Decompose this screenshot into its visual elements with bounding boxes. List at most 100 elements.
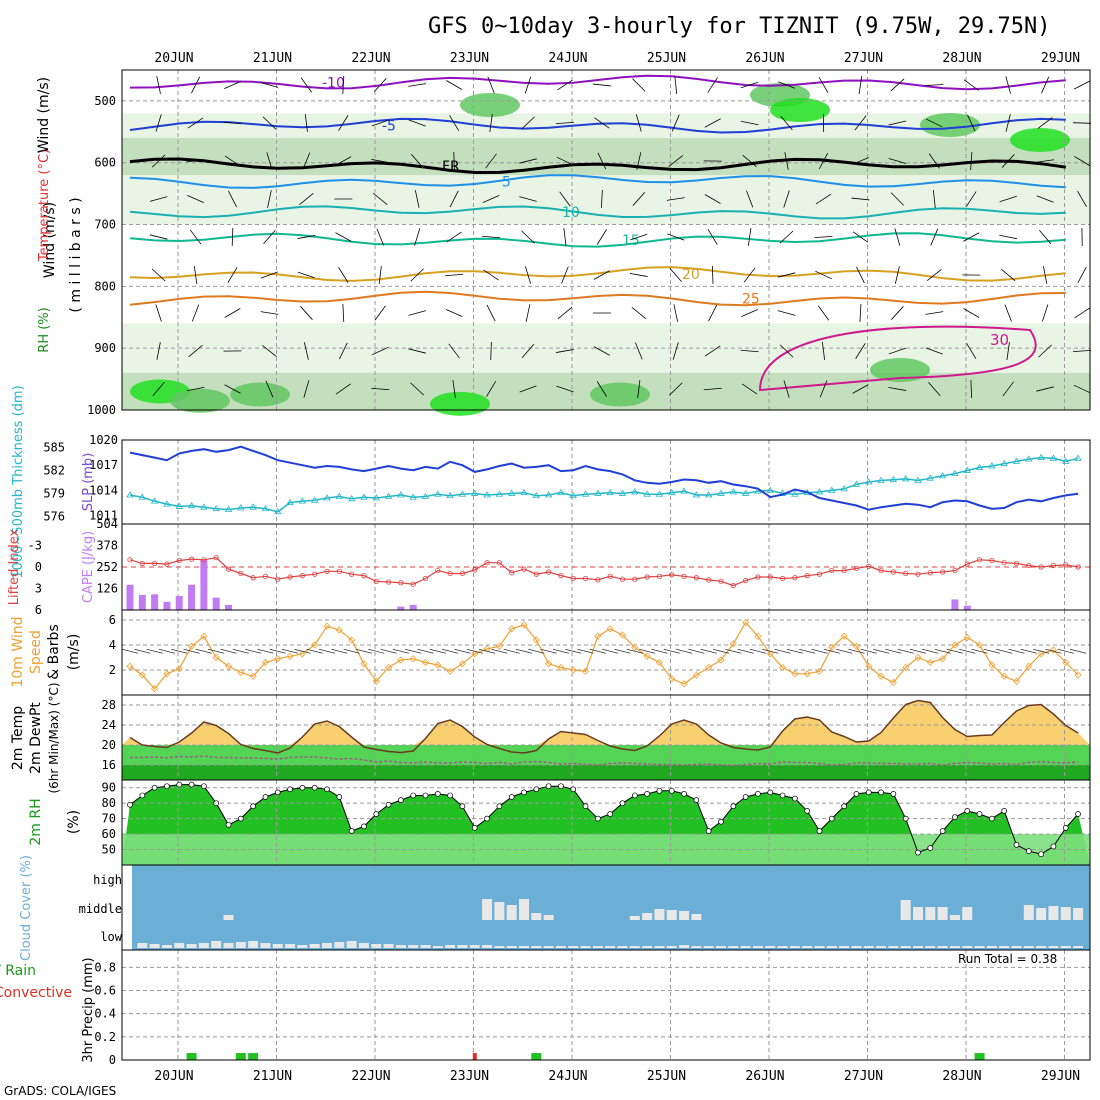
rh-point — [902, 815, 909, 822]
wind-barb — [191, 304, 200, 322]
wind-barb-10m — [294, 648, 311, 654]
rh-point — [398, 797, 404, 803]
lifted-index-point — [669, 572, 675, 578]
lifted-index-point — [915, 571, 921, 577]
wind-barb — [224, 384, 241, 394]
thickness-point — [631, 488, 639, 495]
rh-moist-area — [870, 358, 930, 382]
wind-barb-10m — [257, 648, 274, 654]
thickness-point — [557, 488, 565, 496]
thickness-point — [877, 476, 885, 483]
y-tick-label: 700 — [94, 218, 116, 232]
wind-speed-point — [397, 656, 405, 664]
wind-speed-point — [778, 663, 787, 672]
top-date-label: 20JUN — [154, 51, 193, 66]
wind-barb — [888, 347, 907, 355]
wind-barb — [342, 303, 345, 323]
thickness-point — [1037, 453, 1045, 460]
lifted-index-point — [201, 557, 207, 563]
cloud-bar — [432, 946, 443, 948]
wind-barb-10m — [823, 648, 840, 654]
wind-barb — [156, 76, 161, 94]
wind-barb — [449, 115, 460, 131]
wind-barb — [777, 310, 796, 316]
cape-bar — [188, 584, 196, 610]
wind-barb — [740, 120, 759, 126]
rh-point — [262, 794, 269, 800]
wind-barb-10m — [318, 648, 336, 654]
lifted-index-point — [693, 575, 699, 581]
cloud-bar — [334, 942, 345, 948]
thickness-point — [163, 500, 171, 507]
wind-barb — [925, 347, 943, 355]
thickness-point — [310, 496, 319, 503]
bottom-date-label: 25JUN — [647, 1069, 686, 1084]
wind-barb — [704, 194, 721, 204]
cloud-bar — [235, 942, 246, 948]
wind-barb — [777, 272, 796, 278]
wind-barb-10m — [380, 648, 397, 654]
cloud-bar — [506, 946, 517, 948]
lifted-index-point — [127, 557, 133, 563]
thickness-point — [409, 493, 417, 500]
thickness-point — [520, 488, 528, 496]
wind-barb — [894, 266, 900, 284]
wind-barb — [335, 383, 351, 395]
top-date-label: 27JUN — [844, 51, 883, 66]
wind-speed-point — [175, 665, 183, 673]
wind-speed-point — [1062, 658, 1070, 667]
rh-point — [348, 828, 355, 834]
wind-barb-10m — [552, 648, 570, 654]
wind-speed-point — [631, 643, 639, 652]
lifted-index-point — [927, 570, 933, 576]
rh-point — [471, 825, 478, 831]
temp2m-panel: 16 20 24 28 2m Temp 2m DewPt (6hr Min/Max) (°C… — [10, 682, 1091, 794]
wind-speed-point — [668, 675, 676, 683]
wind-barb-10m — [1033, 648, 1050, 654]
rh-moist-area — [230, 382, 290, 407]
rh-point — [964, 808, 971, 814]
wind-barb — [1073, 122, 1092, 124]
cloud-bar — [322, 943, 332, 948]
wind-speed-point — [471, 650, 479, 658]
wind-barb — [819, 380, 828, 398]
cape-lifted-index-panel: 126 252 378 504 -3 0 3 6 Lifted Index CAPE (J/kg) — [7, 517, 1091, 617]
wind-barb-10m — [860, 648, 877, 654]
wind-speed-point — [877, 672, 885, 680]
cloud-bar — [949, 946, 960, 948]
wind-barb-10m — [811, 648, 828, 654]
wind-barb — [262, 116, 277, 130]
thickness-point — [360, 493, 368, 500]
y-tick-label: 80 — [102, 796, 116, 810]
wind-barb — [668, 155, 684, 167]
y-tick-label: 60 — [102, 827, 116, 841]
cape-bar — [126, 584, 134, 610]
wind-barb — [1001, 154, 1015, 168]
thickness-point — [384, 492, 393, 499]
thickness-point — [126, 491, 134, 498]
wind-barb-10m — [368, 648, 385, 654]
wind-barb — [410, 382, 425, 396]
cape-bar — [409, 604, 417, 610]
wind-speed-point — [1037, 650, 1045, 658]
wind-barb — [260, 82, 279, 88]
cloud-bar — [137, 943, 148, 948]
wind-speed-point — [532, 636, 540, 644]
rh-point — [693, 797, 700, 803]
cloud-bar — [420, 945, 431, 948]
rh-point — [890, 791, 897, 797]
rh-point — [952, 814, 958, 820]
y-tick-label: 378 — [96, 539, 118, 553]
wind-barb — [890, 78, 905, 92]
cloud-bar — [740, 946, 751, 948]
precip-bar — [531, 1053, 542, 1060]
isotherm-label: 5 — [502, 174, 511, 190]
lifted-index-point — [410, 581, 416, 587]
wind-barb — [408, 310, 426, 316]
cloud-bar — [851, 946, 862, 948]
wind-barb — [265, 380, 274, 398]
rh-point — [853, 791, 860, 797]
rh-point — [410, 792, 417, 799]
wind-speed-point — [618, 631, 627, 639]
thickness-point — [618, 489, 627, 496]
